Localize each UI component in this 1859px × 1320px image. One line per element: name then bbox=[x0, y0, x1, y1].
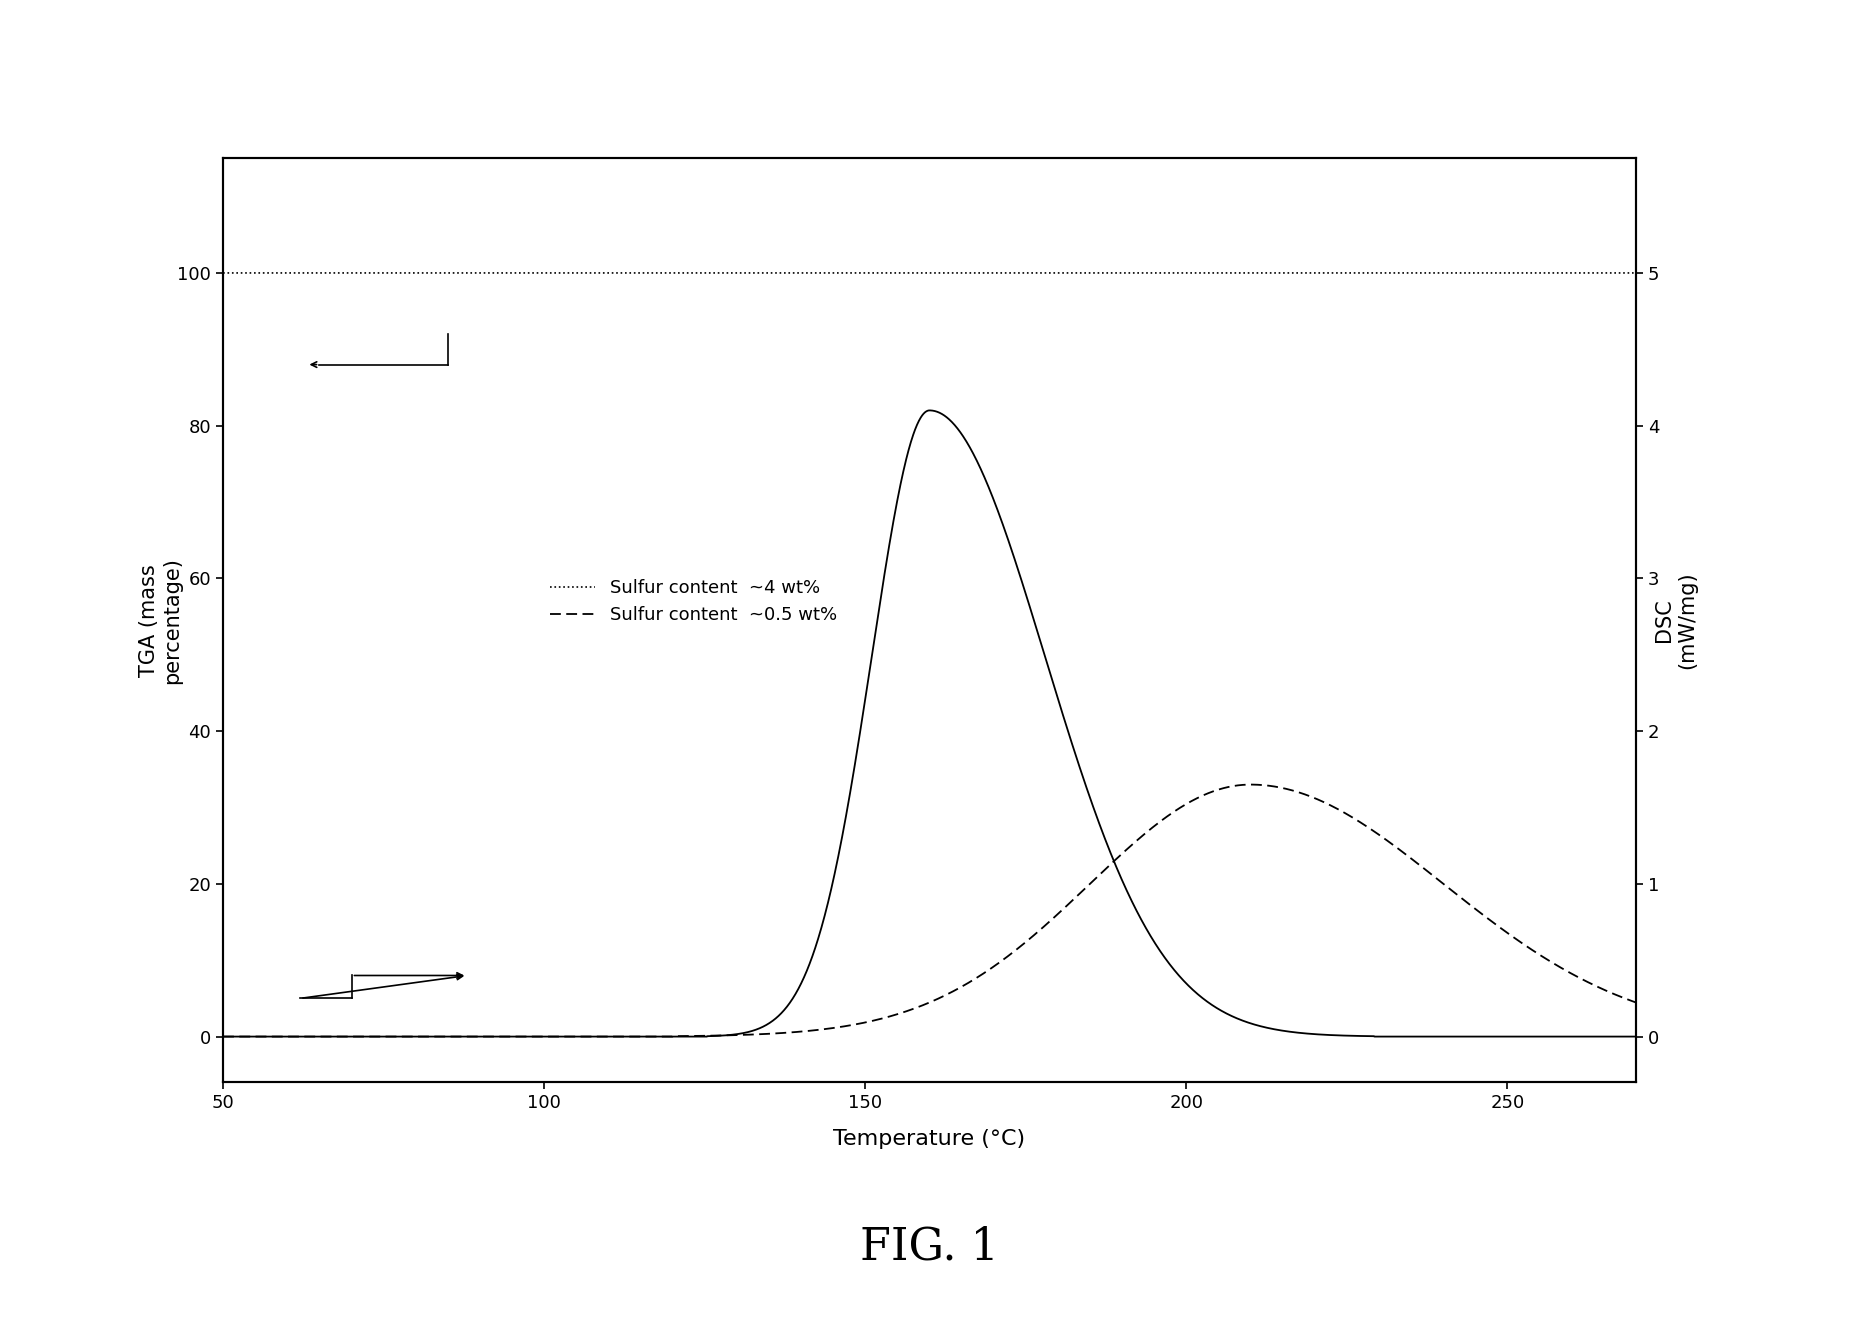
Text: FIG. 1: FIG. 1 bbox=[861, 1226, 998, 1269]
X-axis label: Temperature (°C): Temperature (°C) bbox=[833, 1129, 1026, 1148]
Y-axis label: TGA (mass
percentage): TGA (mass percentage) bbox=[139, 557, 182, 684]
Legend: Sulfur content  ~4 wt%, Sulfur content  ~0.5 wt%: Sulfur content ~4 wt%, Sulfur content ~0… bbox=[543, 572, 844, 632]
Y-axis label: DSC
(mW/mg): DSC (mW/mg) bbox=[1655, 572, 1697, 669]
